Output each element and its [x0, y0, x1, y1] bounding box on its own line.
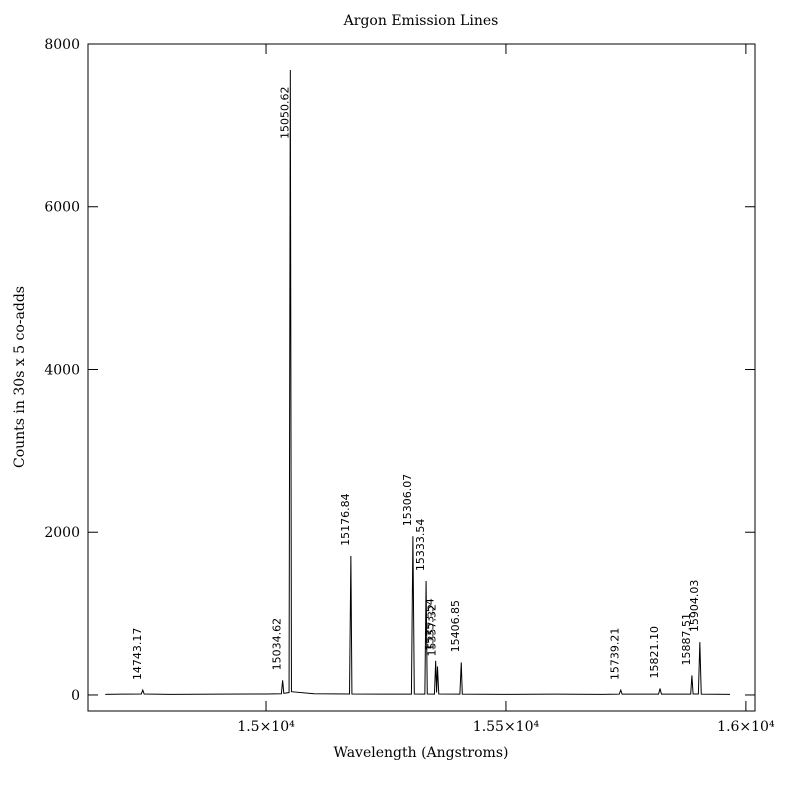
line-annotation: 15739.21: [609, 628, 622, 681]
line-annotation: 14743.17: [131, 628, 144, 681]
line-annotation: 15357.32: [425, 604, 438, 657]
line-annotation: 15904.03: [688, 580, 701, 633]
line-annotation: 15333.54: [414, 519, 427, 572]
x-tick-label: 1.5×10⁴: [237, 719, 295, 735]
line-annotation: 15406.85: [449, 600, 462, 653]
chart-title: Argon Emission Lines: [343, 13, 499, 29]
plot-frame: [87, 43, 756, 712]
y-axis-label: Counts in 30s x 5 co-adds: [12, 286, 28, 468]
line-annotation: 15887.51: [680, 613, 693, 666]
y-tick-label: 2000: [44, 525, 80, 541]
y-tick-label: 0: [71, 688, 80, 704]
y-tick-label: 4000: [44, 362, 80, 378]
line-annotation: 15176.84: [339, 493, 352, 546]
x-tick-label: 1.55×10⁴: [473, 719, 540, 735]
line-annotation: 15034.62: [271, 618, 284, 671]
y-tick-label: 6000: [44, 200, 80, 216]
x-axis-label: Wavelength (Angstroms): [334, 745, 509, 761]
y-tick-label: 8000: [44, 37, 80, 53]
x-tick-label: 1.6×10⁴: [717, 719, 775, 735]
line-annotation: 15821.10: [648, 626, 661, 679]
line-annotation: 15306.07: [401, 474, 414, 527]
line-annotation: 15353.54: [424, 598, 437, 651]
spectrum-line: [105, 70, 731, 695]
line-annotation: 15050.62: [278, 87, 291, 140]
